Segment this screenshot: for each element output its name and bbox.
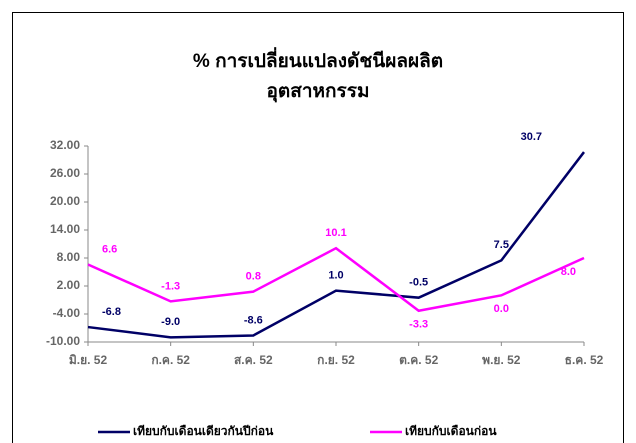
legend-label: เทียบกับเดือนก่อน <box>405 424 497 438</box>
chart-title: อุตสาหกรรม <box>267 81 370 103</box>
y-tick-label: 2.00 <box>57 278 81 292</box>
x-tick-label: ก.ย. 52 <box>317 353 355 367</box>
data-label: 6.6 <box>102 243 117 255</box>
x-tick-label: พ.ย. 52 <box>482 353 521 367</box>
y-tick-label: 26.00 <box>50 166 80 180</box>
data-label: 10.1 <box>325 227 346 239</box>
y-tick-label: 20.00 <box>50 194 80 208</box>
series-line <box>87 151 585 339</box>
chart-title: % การเปลี่ยนแปลงดัชนีผลผลิต <box>193 47 443 72</box>
data-label: -3.3 <box>409 319 428 331</box>
x-tick-label: มิ.ย. 52 <box>69 353 108 367</box>
x-tick-label: ต.ค. 52 <box>399 353 438 367</box>
chart-frame <box>12 12 624 443</box>
y-tick-label: -10.00 <box>46 334 80 348</box>
data-label: 1.0 <box>328 270 343 282</box>
x-tick-label: ส.ค. 52 <box>234 353 273 367</box>
y-tick-label: 32.00 <box>50 138 80 152</box>
data-label: 7.5 <box>494 239 509 251</box>
series-line <box>87 246 585 313</box>
data-label: -0.5 <box>409 277 428 289</box>
data-label: -1.3 <box>161 280 180 292</box>
x-tick-label: ก.ค. 52 <box>151 353 190 367</box>
x-tick-label: ธ.ค. 52 <box>565 353 604 367</box>
data-label: 0.0 <box>494 303 509 315</box>
y-tick-label: 14.00 <box>50 222 80 236</box>
y-tick-label: 8.00 <box>57 250 81 264</box>
data-label: -8.6 <box>244 314 263 326</box>
data-label: -6.8 <box>102 306 121 318</box>
data-label: 8.0 <box>561 266 576 278</box>
data-label: 30.7 <box>521 131 542 143</box>
legend-label: เทียบกับเดือนเดียวกันปีก่อน <box>133 424 274 438</box>
y-tick-label: -4.00 <box>53 306 81 320</box>
data-label: -9.0 <box>161 316 180 328</box>
data-label: 0.8 <box>246 271 261 283</box>
